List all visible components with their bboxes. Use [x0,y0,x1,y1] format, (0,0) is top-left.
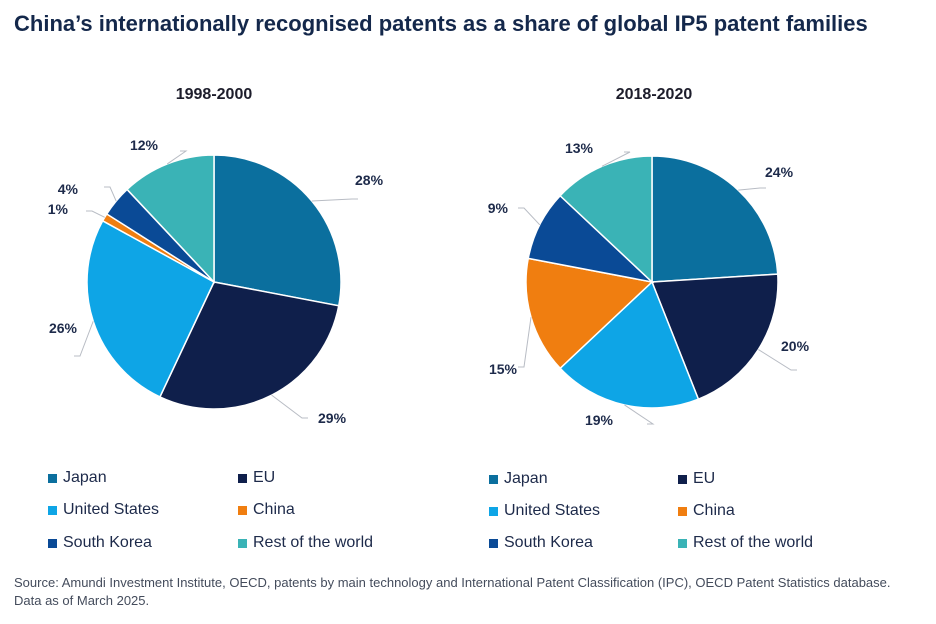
legend-swatch [238,505,247,515]
legend-swatch [489,538,498,548]
leader-line [104,186,117,202]
legend-item-japan: Japan [48,469,107,487]
leader-line [624,404,655,425]
legend-swatch [48,473,57,483]
leader-line [518,207,541,226]
leader-line [601,151,631,167]
legend-item-china: China [238,501,295,519]
chart-main-title: China’s internationally recognised paten… [14,11,868,36]
data-label: 28% [355,172,384,188]
pie-slice-rest-of-the-world [126,154,215,284]
legend-item-eu: EU [678,470,715,488]
data-label: 26% [49,320,78,336]
legend-item-south-korea: South Korea [48,534,152,552]
legend-swatch [489,474,498,484]
legend-swatch [238,473,247,483]
data-label: 13% [565,140,594,156]
leader-line [74,321,94,357]
legend-swatch [678,506,687,516]
pie-2-2018-2020: 24% 20% 19% 15% 9% 13% [488,140,810,428]
pie-slice-china [525,257,654,370]
data-label: 15% [489,361,518,377]
legend-swatch [48,505,57,515]
legend-item-china: China [678,502,735,520]
legend-item-japan: Japan [489,470,548,488]
data-label: 12% [130,137,159,153]
pie-1-title: 1998-2000 [175,86,253,103]
data-label: 24% [765,164,794,180]
leader-line [271,394,308,419]
leader-line [311,198,358,202]
legend-swatch [678,538,687,548]
legend-item-south-korea: South Korea [489,534,593,552]
leader-line [518,317,532,368]
data-label: 19% [585,412,614,428]
legend-item-united-states: United States [489,502,600,520]
leader-line [738,187,766,191]
pie-slice-japan [651,155,779,283]
leader-line [86,210,105,218]
pie-2-title: 2018-2020 [615,86,693,103]
legend-swatch [489,506,498,516]
legend-item-eu: EU [238,469,275,487]
data-label: 1% [48,201,69,217]
legend-item-united-states: United States [48,501,159,519]
legend-item-rest-of-world: Rest of the world [678,534,813,552]
source-note: Source: Amundi Investment Institute, OEC… [14,575,891,608]
pie-slice-united-states [559,280,700,409]
leader-line [758,349,797,371]
legend-swatch [238,538,247,548]
data-label: 29% [318,410,347,426]
data-label: 9% [488,200,509,216]
data-label: 20% [781,338,810,354]
legend-swatch [48,538,57,548]
leader-line [166,150,188,165]
pie-slice-eu [158,281,340,410]
data-label: 4% [58,181,79,197]
pie-slice-japan [213,154,342,307]
legend-swatch [678,474,687,484]
pie-1-1998-2000: 28% 29% 26% 1% 4% 12% [48,137,384,426]
pie-charts-canvas: 28% 29% 26% 1% 4% 12% 24% 20% 19% 15% 9% 13% [48,137,810,428]
legend-item-rest-of-world: Rest of the world [238,534,373,552]
pie-slice-eu [650,273,779,401]
